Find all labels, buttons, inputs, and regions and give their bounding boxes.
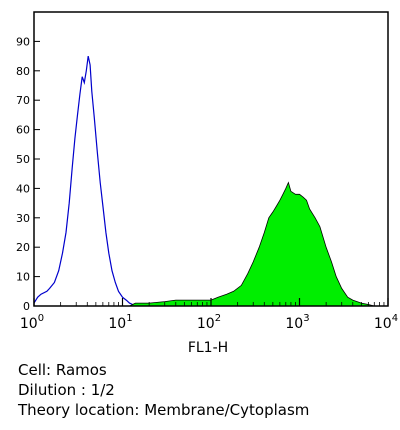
x-axis-ticks: 100 101 102 103 104 (20, 298, 398, 332)
y-tick-label: 80 (16, 65, 30, 78)
caption-dilution: Dilution : 1/2 (18, 381, 115, 399)
caption-location: Theory location: Membrane/Cytoplasm (18, 401, 310, 419)
y-tick-label: 20 (16, 241, 30, 254)
y-tick-label: 70 (16, 94, 30, 107)
y-axis-ticks: 0 10 20 30 40 50 60 70 80 90 (16, 35, 40, 313)
y-tick-label: 30 (16, 212, 30, 225)
plot-area (33, 11, 389, 307)
caption: Cell: Ramos Dilution : 1/2 Theory locati… (18, 360, 309, 420)
series-0-outline (33, 55, 136, 307)
caption-cell: Cell: Ramos (18, 361, 107, 379)
y-tick-label: 90 (16, 35, 30, 48)
y-tick-label: 50 (16, 153, 30, 166)
y-tick-label: 40 (16, 182, 30, 195)
x-axis-label: FL1-H (188, 340, 228, 356)
y-tick-label: 60 (16, 124, 30, 137)
y-tick-label: 10 (16, 271, 30, 284)
x-tick-label: 103 (285, 313, 309, 332)
x-tick-label: 102 (197, 313, 221, 332)
x-tick-label: 104 (374, 313, 398, 332)
y-tick-label: 0 (23, 300, 30, 313)
plot-frame (33, 11, 389, 307)
x-tick-label: 100 (20, 313, 44, 332)
x-tick-label: 101 (108, 313, 132, 332)
series-1-filled-area (129, 181, 375, 307)
